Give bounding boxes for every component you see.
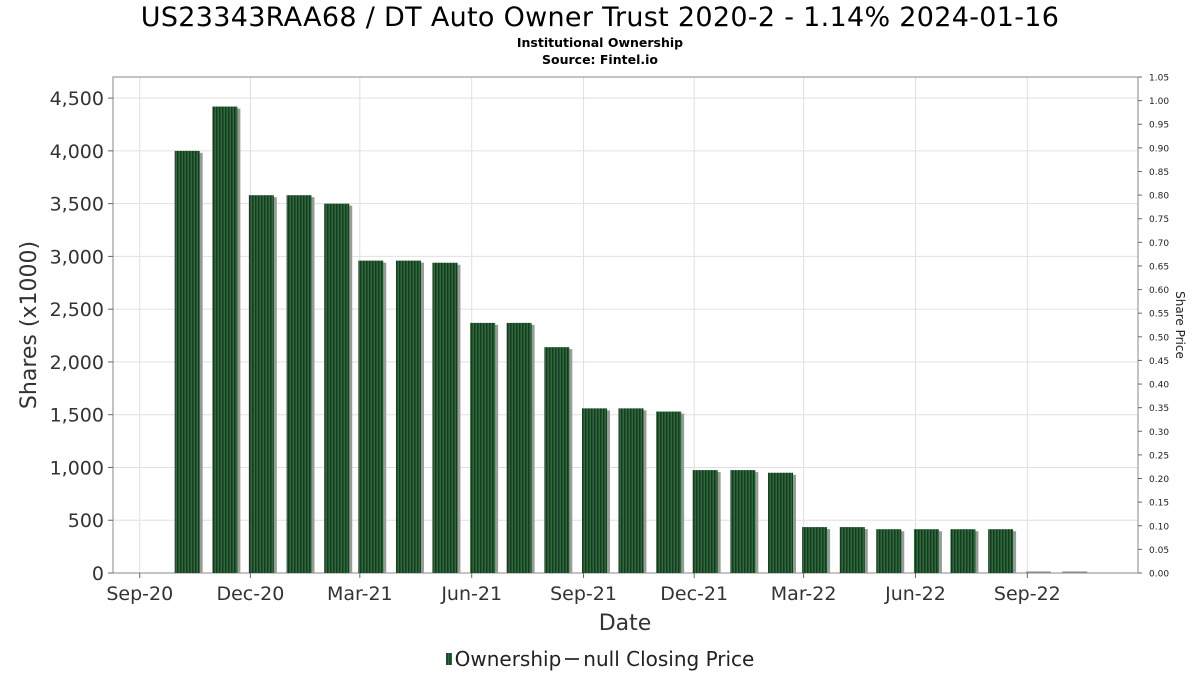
y2-tick-label: 0.80 bbox=[1149, 192, 1169, 202]
y2-tick-label: 0.70 bbox=[1149, 239, 1169, 249]
y-tick-label: 3,000 bbox=[50, 246, 104, 268]
x-tick-label: Sep-20 bbox=[106, 583, 173, 605]
y2-axis-label: Share Price bbox=[1173, 291, 1187, 359]
y2-tick-label: 0.30 bbox=[1149, 428, 1169, 438]
ownership-bar-2021-01-10 bbox=[286, 195, 312, 573]
ownership-bar-2022-10-10 bbox=[1062, 571, 1088, 573]
ownership-bar-2021-09-10 bbox=[581, 408, 607, 573]
x-tick-label: Mar-21 bbox=[327, 583, 393, 605]
legend: Ownership null Closing Price bbox=[0, 647, 1200, 671]
chart-subtitle: Institutional Ownership bbox=[516, 35, 684, 50]
ownership-bar-2022-05-10 bbox=[876, 529, 902, 573]
ownership-bar-2022-04-10 bbox=[839, 527, 865, 573]
y2-tick-label: 0.40 bbox=[1149, 381, 1169, 391]
ownership-bar-2021-05-10 bbox=[432, 262, 458, 573]
y2-tick-label: 1.00 bbox=[1149, 97, 1169, 107]
y2-tick-label: 0.05 bbox=[1149, 546, 1169, 556]
y-tick-label: 2,500 bbox=[50, 299, 104, 321]
y2-tick-label: 1.05 bbox=[1149, 74, 1169, 84]
y-tick-label: 4,500 bbox=[50, 88, 104, 110]
ownership-bar-2022-07-10 bbox=[950, 529, 976, 573]
y2-tick-label: 0.10 bbox=[1149, 522, 1169, 532]
y-tick-label: 1,500 bbox=[50, 405, 104, 427]
x-tick-label: Sep-21 bbox=[550, 583, 617, 605]
legend-closing-price: null Closing Price bbox=[583, 647, 755, 671]
ownership-bar-2020-10-10 bbox=[174, 150, 200, 573]
x-axis-label: Date bbox=[599, 611, 652, 636]
ownership-bar-2022-08-10 bbox=[988, 529, 1014, 573]
ownership-bar-2021-06-10 bbox=[470, 322, 496, 573]
y2-tick-label: 0.00 bbox=[1149, 570, 1169, 580]
y2-tick-label: 0.95 bbox=[1149, 121, 1169, 131]
y2-tick-label: 0.20 bbox=[1149, 475, 1169, 485]
x-axis: Sep-20 Dec-20 Mar-21 Jun-21 Sep-21 Dec-21 Mar-… bbox=[106, 573, 1061, 605]
legend-ownership: Ownership bbox=[454, 647, 562, 671]
y-axis: 0 500 1,000 1,500 2,000 2,500 3,000 3,500 4,000 4… bbox=[50, 88, 113, 585]
y-axis-label: Shares (x1000) bbox=[17, 241, 42, 409]
ownership-bar-2022-09-10 bbox=[1025, 571, 1051, 573]
ownership-bar-2021-03-10 bbox=[358, 260, 384, 573]
ownership-bar-2022-02-10 bbox=[768, 472, 794, 573]
y2-tick-label: 0.15 bbox=[1149, 499, 1169, 509]
y2-axis: 0.00 0.05 0.10 0.15 0.20 0.25 0.30 0.35 0.40 0.45… bbox=[1138, 74, 1169, 580]
ownership-bar-2021-04-10 bbox=[395, 260, 421, 573]
ownership-bar-2021-07-10 bbox=[506, 322, 532, 573]
y-tick-label: 1,000 bbox=[50, 457, 104, 479]
ownership-bar-2021-08-10 bbox=[544, 347, 570, 573]
y-tick-label: 2,000 bbox=[50, 352, 104, 374]
x-tick-label: Dec-21 bbox=[660, 583, 728, 605]
y2-tick-label: 0.45 bbox=[1149, 357, 1169, 367]
ownership-bar-2022-03-10 bbox=[802, 527, 828, 573]
ownership-bar-2022-01-10 bbox=[730, 470, 756, 573]
ownership-bar-2021-11-10 bbox=[656, 411, 682, 573]
x-tick-label: Dec-20 bbox=[216, 583, 284, 605]
grid-lines bbox=[113, 77, 1138, 574]
y2-tick-label: 0.25 bbox=[1149, 451, 1169, 461]
y2-tick-label: 0.55 bbox=[1149, 310, 1169, 320]
y2-tick-label: 0.85 bbox=[1149, 168, 1169, 178]
bars bbox=[174, 106, 1088, 573]
x-tick-label: Jun-21 bbox=[440, 583, 502, 605]
ownership-bar-2022-06-10 bbox=[913, 529, 939, 573]
y2-tick-label: 0.50 bbox=[1149, 333, 1169, 343]
ownership-swatch-icon bbox=[445, 653, 452, 665]
chart-title: US23343RAA68 / DT Auto Owner Trust 2020-… bbox=[140, 2, 1060, 33]
ownership-bar-2021-12-10 bbox=[692, 470, 718, 573]
chart-source: Source: Fintel.io bbox=[542, 52, 658, 67]
y2-tick-label: 0.60 bbox=[1149, 286, 1169, 296]
x-tick-label: Sep-22 bbox=[994, 583, 1061, 605]
ownership-bar-2020-11-10 bbox=[212, 106, 238, 573]
y-tick-label: 0 bbox=[92, 563, 104, 585]
y2-tick-label: 0.65 bbox=[1149, 262, 1169, 272]
y-tick-label: 4,000 bbox=[50, 141, 104, 163]
ownership-bar-2020-12-10 bbox=[248, 195, 274, 573]
y2-tick-label: 0.75 bbox=[1149, 215, 1169, 225]
y-tick-label: 500 bbox=[68, 510, 104, 532]
y-tick-label: 3,500 bbox=[50, 194, 104, 216]
ownership-bar-2021-10-10 bbox=[618, 408, 644, 573]
closing-price-line-icon bbox=[565, 658, 580, 660]
x-tick-label: Jun-22 bbox=[884, 583, 946, 605]
ownership-bar-2021-02-10 bbox=[324, 203, 350, 573]
y2-tick-label: 0.35 bbox=[1149, 404, 1169, 414]
y2-tick-label: 0.90 bbox=[1149, 144, 1169, 154]
x-tick-label: Mar-22 bbox=[771, 583, 837, 605]
